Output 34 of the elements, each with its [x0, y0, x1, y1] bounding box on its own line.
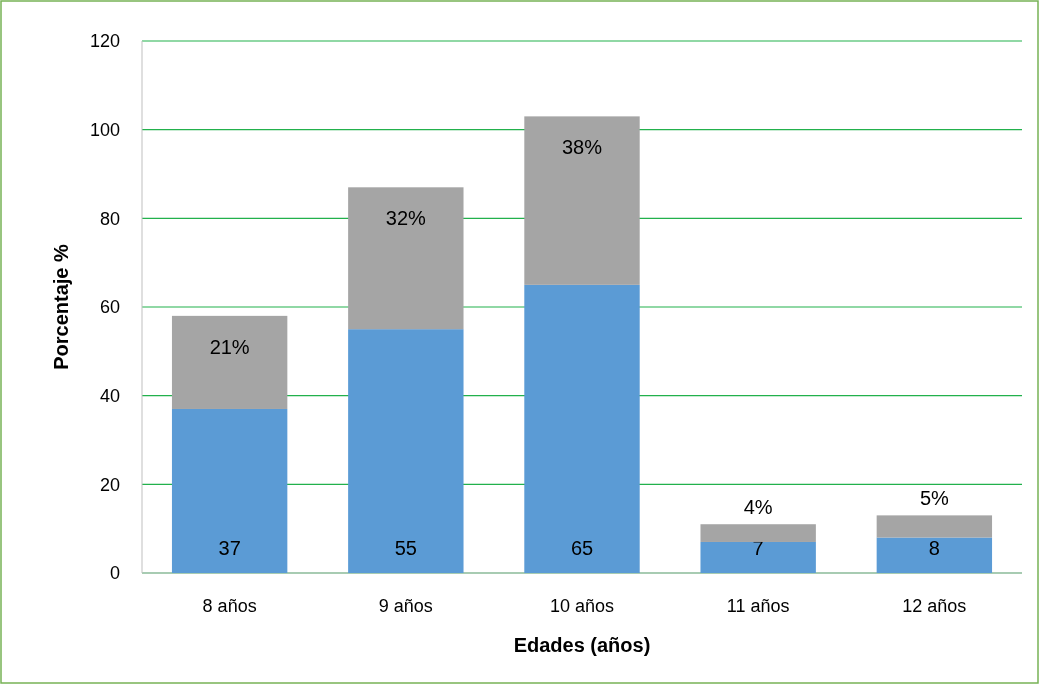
y-tick-label: 20 — [99, 474, 120, 495]
bar — [876, 537, 993, 573]
bar — [348, 329, 464, 573]
data-label: 55 — [394, 537, 417, 559]
y-axis-title: Porcentaje % — [50, 243, 72, 370]
x-tick-label: 10 años — [549, 596, 615, 616]
y-tick-label: 100 — [89, 119, 120, 140]
bar — [171, 408, 288, 573]
data-label: 32% — [385, 207, 427, 230]
data-label: 65 — [570, 537, 594, 559]
data-label: 4% — [743, 496, 773, 519]
data-label: 37 — [218, 537, 241, 559]
y-tick-label: 0 — [109, 563, 120, 584]
bar — [700, 541, 816, 573]
data-label: 5% — [919, 487, 950, 510]
y-tick-label: 80 — [99, 208, 120, 229]
bar — [524, 116, 640, 285]
data-label: 38% — [561, 136, 603, 159]
x-tick-label: 12 años — [902, 596, 967, 616]
bar — [171, 315, 288, 409]
x-tick-label: 8 años — [202, 596, 257, 616]
bar — [524, 284, 640, 573]
y-tick-label: 60 — [99, 297, 120, 318]
x-tick-label: 11 años — [726, 596, 790, 616]
y-tick-label: 40 — [99, 385, 120, 406]
bar — [876, 515, 993, 538]
bar — [700, 524, 816, 542]
y-tick-label: 120 — [89, 31, 120, 52]
data-label: 21% — [209, 335, 250, 358]
bar — [348, 187, 464, 330]
data-label: 7 — [752, 537, 764, 559]
x-tick-label: 9 años — [378, 596, 433, 616]
data-label: 8 — [928, 537, 940, 559]
x-axis-title: Edades (años) — [513, 634, 651, 656]
